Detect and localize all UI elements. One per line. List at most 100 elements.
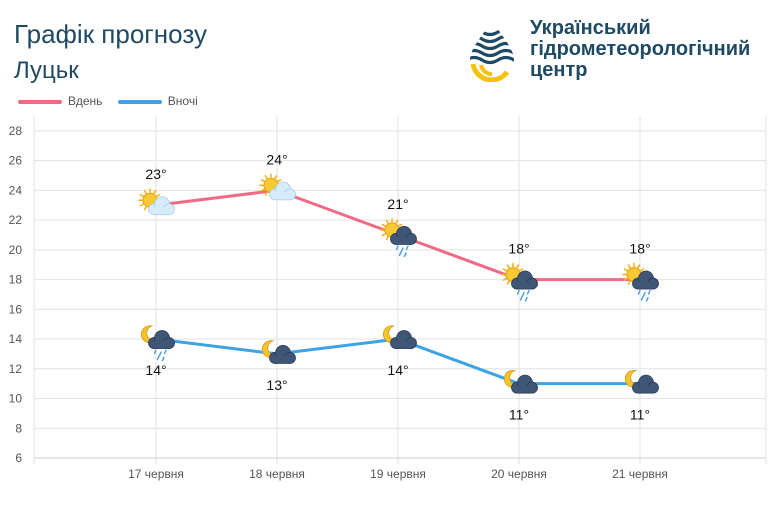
data-label: 13°: [266, 377, 287, 393]
sun-ray: [264, 175, 269, 180]
logo: Український гідрометеорологічний центр: [466, 18, 766, 88]
legend-label-day: Вдень: [68, 93, 103, 108]
sun-ray: [143, 205, 148, 211]
sun-ray: [139, 193, 145, 198]
sun-ray: [385, 219, 390, 225]
cloud-base: [517, 281, 532, 290]
data-label: 18°: [629, 241, 650, 257]
y-tick-label: 16: [9, 302, 23, 316]
logo-line-1: Український: [530, 17, 651, 39]
sun-ray: [264, 191, 269, 196]
sun-ray: [260, 188, 266, 192]
cloud-shape: [511, 270, 538, 290]
cloud-shape: [390, 226, 417, 245]
rain-drop: [153, 349, 157, 355]
y-tick-label: 24: [9, 183, 23, 197]
rain-drop: [640, 295, 644, 301]
moon-cloud-icon: [503, 369, 538, 394]
y-tick-label: 26: [9, 154, 23, 168]
sun-ray: [397, 223, 403, 228]
rain-drop: [524, 296, 528, 302]
moon-cloud-rain-icon: [140, 325, 175, 362]
data-label: 18°: [508, 241, 529, 257]
rain-drop: [158, 351, 162, 357]
y-tick-label: 18: [9, 273, 23, 287]
x-tick-label: 17 червня: [128, 467, 184, 481]
y-tick-label: 10: [9, 392, 23, 406]
rain-drop: [516, 289, 520, 295]
y-tick-label: 12: [9, 362, 23, 376]
y-tick-label: 8: [15, 421, 22, 435]
sun-ray: [155, 193, 161, 198]
rain-drop: [400, 247, 404, 253]
cloud-shape: [148, 330, 175, 349]
drop-logo-icon: [470, 27, 514, 82]
data-label: 14°: [145, 362, 166, 378]
sun-ray: [502, 277, 508, 281]
rain-drop: [163, 349, 167, 355]
sun-cloud-rain-icon: [501, 262, 538, 302]
x-tick-label: 19 червня: [370, 467, 426, 481]
data-label: 23°: [145, 166, 166, 182]
data-label: 21°: [387, 196, 408, 212]
sun-ray: [623, 277, 629, 281]
legend-swatch-night: [117, 99, 162, 104]
grid-lines: [33, 116, 767, 464]
y-tick-label: 6: [15, 451, 22, 465]
sun-cloud-icon: [138, 188, 175, 216]
rain-drop: [519, 295, 523, 301]
sun-ray: [506, 280, 511, 285]
y-tick-label: 22: [9, 213, 23, 227]
data-label: 14°: [387, 362, 408, 378]
cloud-base: [638, 385, 653, 394]
rain-drops: [516, 289, 530, 302]
cloud-base: [275, 192, 290, 200]
x-tick-label: 21 червня: [612, 467, 668, 481]
sun-ray: [502, 268, 508, 272]
cloud-shape: [148, 196, 175, 216]
sun-ray: [139, 203, 145, 207]
sun-ray: [276, 179, 282, 183]
logo-line-2: гідрометеорологічний: [530, 38, 751, 60]
sun-ray: [515, 264, 520, 269]
legend-label-night: Вночі: [167, 93, 198, 108]
cloud-base: [638, 281, 653, 290]
sun-ray: [394, 219, 399, 225]
cloud-base: [154, 207, 169, 215]
moon-cloud-icon: [382, 325, 417, 349]
legend-swatch-day: [18, 99, 62, 104]
city-name: Луцьк: [14, 57, 79, 84]
rain-drop: [395, 245, 399, 251]
sun-cloud-icon: [259, 173, 296, 201]
sun-ray: [636, 264, 641, 269]
y-tick-label: 14: [9, 332, 23, 346]
rain-drops: [637, 289, 651, 302]
cloud-shape: [511, 374, 538, 394]
rain-drop: [403, 252, 407, 258]
rain-drop: [645, 296, 649, 302]
sun-ray: [385, 235, 390, 241]
rain-drop: [526, 289, 530, 295]
sun-ray: [152, 189, 157, 195]
legend-item-day[interactable]: Вдень: [18, 94, 102, 108]
sun-ray: [381, 223, 387, 228]
cloud-shape: [632, 270, 659, 290]
legend-item-night[interactable]: Вночі: [117, 93, 198, 108]
cloud-shape: [269, 345, 296, 364]
sun-ray: [623, 268, 629, 272]
moon-cloud-icon: [261, 340, 296, 364]
sun-ray: [381, 232, 387, 237]
cloud-base: [396, 236, 411, 245]
sun-ray: [518, 268, 524, 272]
cloud-shape: [390, 330, 417, 349]
cloud-base: [275, 355, 290, 364]
rain-drops: [395, 245, 409, 258]
rain-drop: [521, 291, 525, 297]
data-label: 11°: [630, 407, 650, 423]
sun-ray: [627, 264, 632, 269]
y-tick-label: 20: [9, 243, 23, 257]
data-label: 11°: [509, 407, 529, 423]
x-tick-label: 18 червня: [249, 467, 305, 481]
chart-title: Графік прогнозу: [14, 19, 207, 49]
cloud-base: [396, 341, 411, 349]
